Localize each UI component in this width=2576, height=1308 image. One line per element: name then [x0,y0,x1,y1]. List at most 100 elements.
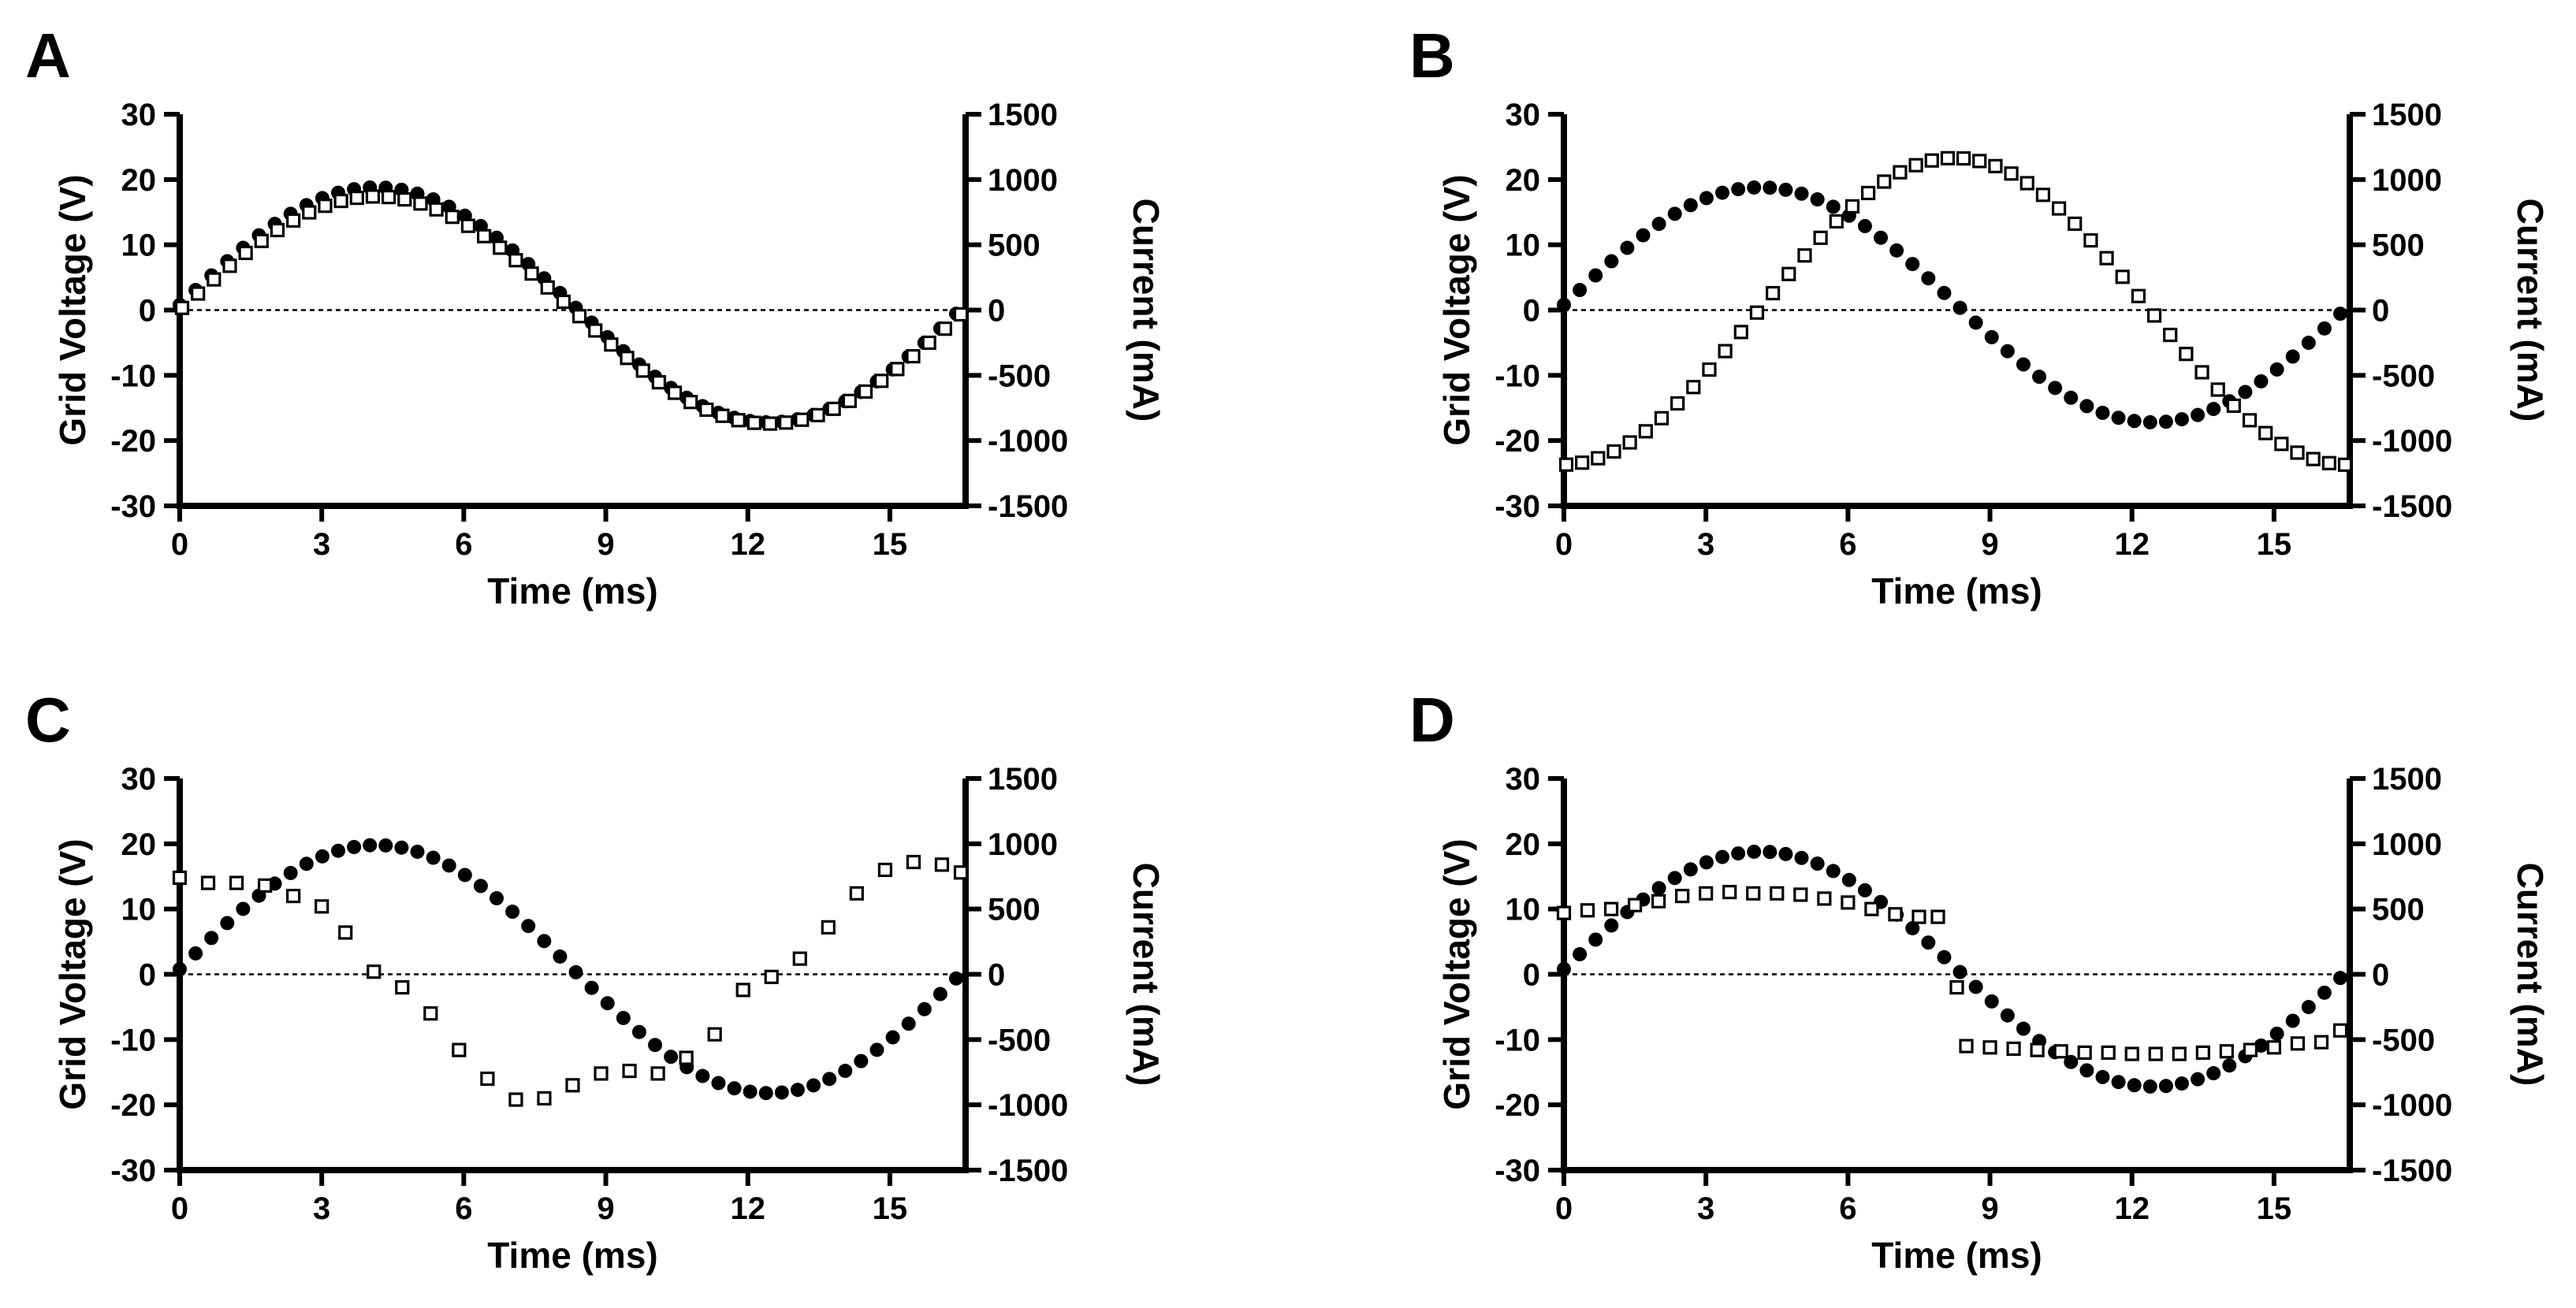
panel-c-series-current [172,854,969,1107]
panel-c-xtick-label: 3 [313,1191,330,1226]
current-point [2053,1044,2068,1059]
voltage-point [822,1072,837,1087]
current-point [1912,909,1926,924]
current-point [1627,897,1643,912]
voltage-point [1889,243,1904,258]
current-point [620,351,635,366]
panel-b-xtick-label: 12 [2114,527,2150,562]
current-point [452,1042,467,1057]
current-point [1893,165,1908,180]
voltage-point [2317,321,2332,336]
current-point [1864,901,1879,916]
panel-c-ytick-left-label: 10 [121,893,157,927]
panel-d-ytick-left-label: 20 [1506,827,1541,862]
panel-d-ytick-left-label: -30 [1495,1154,1540,1188]
voltage-point [2158,414,2173,429]
current-point [2290,445,2305,460]
panel-a-letter: A [25,20,71,91]
voltage-point [948,971,963,986]
voltage-point [1826,199,1841,214]
current-point [594,1066,609,1081]
current-point [174,300,190,315]
panel-b-letter: B [1409,20,1455,91]
panel-d-ytick-left-label: 10 [1506,893,1541,927]
voltage-point [2317,985,2332,1000]
current-point [764,969,779,984]
panel-c: C-30-20-100102030-1500-1000-500050010001… [25,685,1167,1276]
current-point [1651,894,1666,909]
panel-c-xtick-label: 0 [171,1191,188,1226]
current-point [1793,887,1808,902]
voltage-point [838,1064,853,1079]
current-point [810,407,825,422]
panel-a-y-left-title: Grid Voltage (V) [52,174,93,445]
voltage-point [2174,412,2189,427]
voltage-point [2174,1076,2189,1091]
voltage-point [2111,1075,2126,1090]
voltage-point [2016,1021,2031,1036]
panel-b-xtick-label: 0 [1555,527,1573,562]
voltage-point [2142,1079,2157,1094]
current-point [270,222,285,238]
voltage-point [806,1078,821,1093]
voltage-point [1937,285,1952,300]
panel-d-xtick-label: 6 [1839,1191,1856,1226]
current-point [2131,288,2146,303]
panel-b-xtick-label: 9 [1981,527,1998,562]
voltage-point [695,1068,710,1083]
panel-a-ytick-right-label: 0 [988,294,1005,329]
voltage-point [236,901,251,916]
current-point [890,362,905,377]
current-point [1972,154,1987,169]
current-point [2258,425,2273,440]
voltage-point [347,839,362,854]
voltage-point [1683,862,1698,877]
voltage-point [188,946,203,961]
panel-a-xtick-label: 12 [730,527,765,562]
panel-a-ytick-left-label: -10 [110,359,156,393]
voltage-point [2127,414,2142,429]
voltage-point [1937,949,1952,964]
voltage-point [2332,307,2347,321]
voltage-point [1715,185,1730,200]
current-point [429,202,444,217]
current-point [565,1078,580,1093]
voltage-point [1557,297,1571,312]
panel-a-xtick-label: 15 [873,527,908,562]
current-point [1888,907,1903,922]
voltage-point [1747,844,1762,859]
panel-d-xtick-label: 3 [1697,1191,1714,1226]
voltage-point [426,850,441,865]
current-point [1670,396,1685,411]
voltage-point [2142,414,2157,429]
voltage-point [220,916,235,931]
current-point [906,854,921,870]
panel-a-ytick-right-label: 500 [988,229,1040,263]
panel-d-y-left-title: Grid Voltage (V) [1436,838,1477,1109]
voltage-point [1620,240,1635,255]
current-point [349,190,364,206]
current-point [1746,886,1761,901]
voltage-point [1952,964,1967,979]
current-point [1930,909,1945,924]
panel-d: D-30-20-100102030-1500-1000-500050010001… [1409,685,2551,1276]
panel-c-ytick-right-label: -1500 [988,1154,1068,1188]
panel-c-ytick-right-label: 1000 [988,827,1058,862]
panel-c-xtick-label: 12 [730,1191,765,1226]
panel-a-ytick-right-label: -1000 [988,424,1068,459]
voltage-point [1667,206,1682,221]
panel-c-y-right-title: Current (mA) [1126,863,1167,1087]
current-point [604,337,619,352]
voltage-point [2127,1078,2142,1093]
voltage-point [917,1001,932,1016]
panel-b-ytick-right-label: 0 [2372,294,2389,329]
current-point [683,395,698,410]
voltage-point [1921,271,1936,286]
current-point [707,1027,722,1042]
current-point [795,412,810,427]
current-point [2019,176,2034,191]
panel-c-series-voltage [173,838,963,1101]
current-point [2172,1046,2187,1061]
current-point [1702,362,1717,377]
current-point [1770,886,1785,901]
